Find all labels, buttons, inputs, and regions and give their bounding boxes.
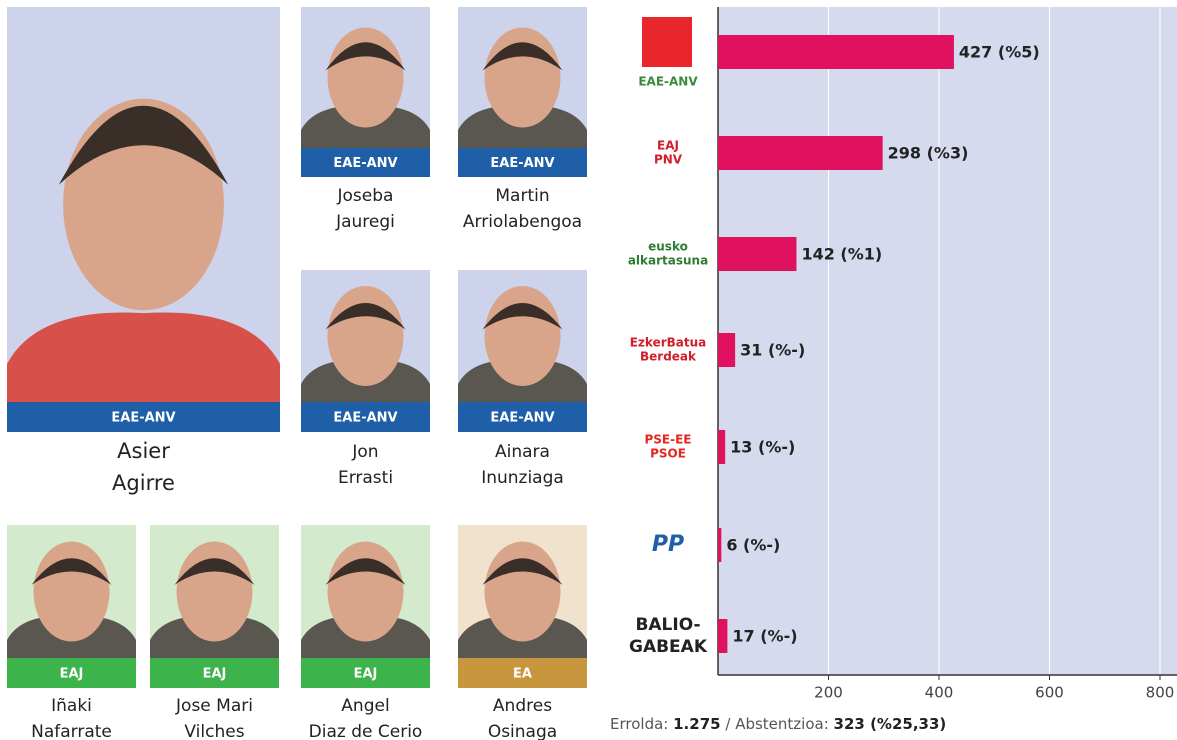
page: Errolda: 1.275 / Abstentzioa: 323 (%25,3…: [0, 0, 1177, 740]
candidate-name: Joseba: [337, 186, 394, 206]
bar: [718, 333, 735, 367]
candidate-name: Inunziaga: [481, 468, 564, 488]
candidate-name: Vilches: [184, 722, 244, 740]
category-label: PSOE: [650, 447, 686, 461]
bar: [718, 35, 954, 69]
bar: [718, 237, 796, 271]
candidate-name: Andres: [493, 696, 552, 716]
category-label: EAJ: [657, 139, 679, 153]
party-label: EAE-ANV: [111, 411, 175, 426]
x-tick-label: 800: [1146, 684, 1175, 702]
category-label: EAE-ANV: [638, 75, 698, 89]
value-label: 298 (%3): [888, 144, 969, 163]
candidate-name: Ainara: [495, 442, 550, 462]
candidate-name: Nafarrate: [31, 722, 112, 740]
category-label: Berdeak: [640, 350, 697, 364]
category-label: PP: [652, 532, 684, 557]
category-label: PSE-EE: [644, 433, 691, 447]
census-label: Errolda:: [610, 715, 668, 733]
category-label: EzkerBatua: [630, 336, 707, 350]
party-label: EAJ: [60, 667, 84, 682]
bar: [718, 136, 883, 170]
bar: [718, 619, 727, 653]
candidate-name: Osinaga: [488, 722, 557, 740]
value-label: 17 (%-): [732, 627, 797, 646]
category-label: BALIO-: [635, 615, 700, 635]
logo-mark: [642, 17, 692, 67]
photo-face: [34, 542, 110, 642]
value-label: 142 (%1): [801, 245, 882, 264]
party-label: EAE-ANV: [333, 411, 397, 426]
bar: [718, 528, 721, 562]
party-label: EAJ: [354, 667, 378, 682]
candidate-name: Errasti: [338, 468, 393, 488]
abstention: 323 (%25,33): [834, 715, 947, 733]
photo-face: [485, 286, 561, 386]
party-label: EAJ: [203, 667, 227, 682]
category-label: GABEAK: [629, 637, 708, 657]
category-label: alkartasuna: [628, 254, 708, 268]
category-label: eusko: [648, 240, 688, 254]
category-label: PNV: [654, 153, 683, 167]
candidate-name: Jon: [351, 442, 378, 462]
candidate-name: Angel: [341, 696, 389, 716]
bar: [718, 430, 725, 464]
footer: Errolda: 1.275 / Abstentzioa: 323 (%25,3…: [610, 715, 946, 733]
x-tick-label: 400: [925, 684, 954, 702]
value-label: 13 (%-): [730, 438, 795, 457]
party-label: EAE-ANV: [490, 156, 554, 171]
photo-face: [328, 286, 404, 386]
party-label: EAE-ANV: [333, 156, 397, 171]
candidate-name: Martin: [495, 186, 549, 206]
candidate-name: Diaz de Cerio: [309, 722, 423, 740]
candidate-name: Asier: [117, 439, 170, 463]
candidate-name: Iñaki: [51, 696, 92, 716]
party-label: EA: [513, 667, 532, 682]
x-tick-label: 200: [814, 684, 843, 702]
value-label: 6 (%-): [726, 536, 780, 555]
value-label: 427 (%5): [959, 43, 1040, 62]
photo-face: [485, 542, 561, 642]
candidate-name: Agirre: [112, 471, 175, 495]
x-tick-label: 600: [1035, 684, 1064, 702]
candidate-name: Jose Mari: [175, 696, 253, 716]
census: 1.275: [673, 715, 720, 733]
photo-face: [177, 542, 253, 642]
candidate-name: Jauregi: [335, 212, 395, 232]
value-label: 31 (%-): [740, 341, 805, 360]
candidate-name: Arriolabengoa: [463, 212, 582, 232]
party-label: EAE-ANV: [490, 411, 554, 426]
separator: /: [725, 715, 731, 733]
photo-face: [328, 542, 404, 642]
abstention-label: Abstentzioa:: [735, 715, 829, 733]
